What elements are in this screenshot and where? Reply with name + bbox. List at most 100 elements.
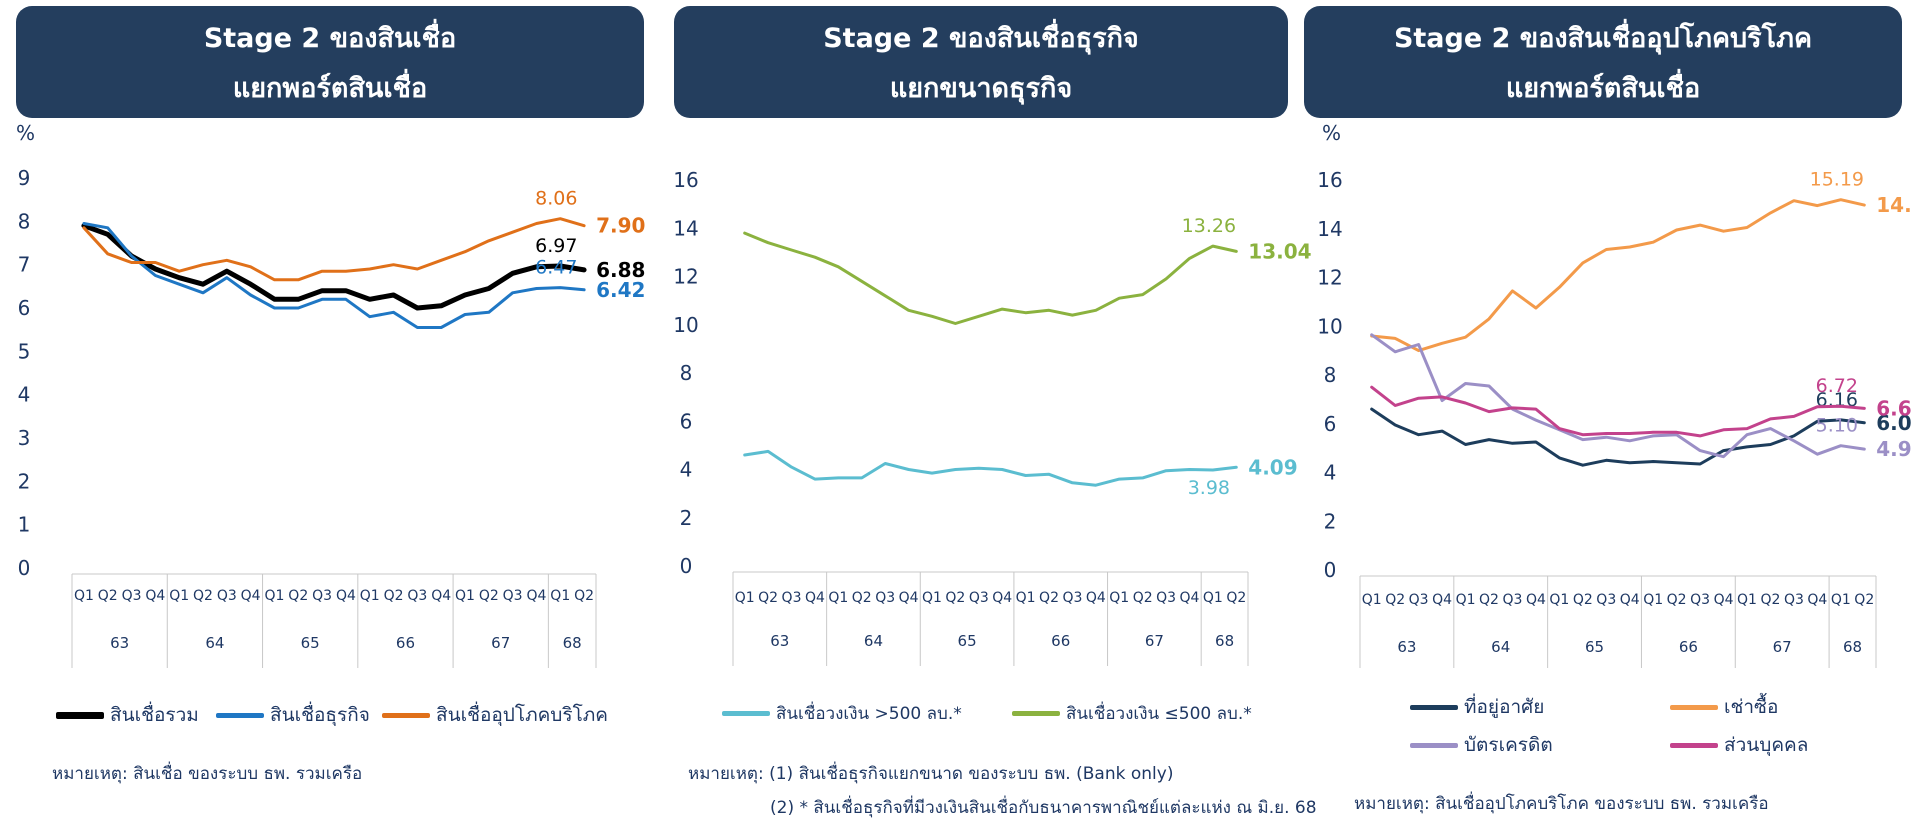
x-year-label: 66 xyxy=(396,634,415,652)
chart-legend: สินเชื่อรวม สินเชื่อธุรกิจ สินเชื่ออุปโภ… xyxy=(56,700,656,730)
x-quarter-label: Q2 xyxy=(1133,590,1153,606)
series-line xyxy=(81,223,587,311)
x-quarter-label: Q1 xyxy=(1109,590,1129,606)
chart-legend: สินเชื่อวงเงิน >500 ลบ.* สินเชื่อวงเงิน … xyxy=(720,700,1300,730)
panel-title: Stage 2 ของสินเชื่อ xyxy=(203,23,457,54)
x-quarter-label: Q4 xyxy=(241,588,261,604)
series-line xyxy=(82,222,586,329)
x-quarter-label: Q1 xyxy=(922,590,942,606)
legend-item: บัตรเครดิต xyxy=(1410,730,1553,760)
legend-swatch xyxy=(56,711,104,719)
x-quarter-label: Q4 xyxy=(899,590,919,606)
x-year-label: 67 xyxy=(1773,638,1792,656)
x-quarter-label: Q1 xyxy=(360,588,380,604)
y-axis-unit-label: % xyxy=(1322,121,1341,145)
x-quarter-label: Q1 xyxy=(1016,590,1036,606)
x-quarter-label: Q1 xyxy=(169,588,189,604)
x-quarter-label: Q3 xyxy=(1596,592,1616,608)
x-quarter-label: Q3 xyxy=(782,590,802,606)
x-year-label: 65 xyxy=(958,632,977,650)
legend-item: สินเชื่อวงเงิน ≤500 ลบ.* xyxy=(1012,700,1252,727)
data-label: 5.10 xyxy=(1816,415,1858,437)
panel-header: Stage 2 ของสินเชื่อ แยกพอร์ตสินเชื่อ xyxy=(16,6,644,118)
panel-subtitle: แยกพอร์ตสินเชื่อ xyxy=(1505,73,1701,104)
y-tick-label: 0 xyxy=(680,554,693,578)
x-year-label: 65 xyxy=(1585,638,1604,656)
x-quarter-label: Q4 xyxy=(526,588,546,604)
y-tick-label: 3 xyxy=(18,426,31,450)
x-quarter-label: Q1 xyxy=(74,588,94,604)
x-year-label: 68 xyxy=(1215,632,1234,650)
data-label: 6.97 xyxy=(535,235,577,257)
y-tick-label: 10 xyxy=(1317,314,1342,338)
x-quarter-label: Q1 xyxy=(264,588,284,604)
y-tick-label: 12 xyxy=(673,265,698,289)
y-tick-label: 8 xyxy=(1324,363,1337,387)
x-quarter-label: Q4 xyxy=(1807,592,1827,608)
legend-label: สินเชื่อวงเงิน ≤500 ลบ.* xyxy=(1066,704,1252,724)
x-quarter-label: Q3 xyxy=(1062,590,1082,606)
chart-legend: ที่อยู่อาศัย เช่าซื้อ บัตรเครดิต ส่วนบุค… xyxy=(1410,692,1890,762)
y-tick-label: 16 xyxy=(673,168,698,192)
x-quarter-label: Q1 xyxy=(455,588,475,604)
legend-swatch xyxy=(1670,704,1718,710)
legend-item: สินเชื่อวงเงิน >500 ลบ.* xyxy=(722,700,962,727)
y-tick-label: 12 xyxy=(1317,266,1342,290)
y-tick-label: 1 xyxy=(18,513,31,537)
x-quarter-label: Q2 xyxy=(193,588,213,604)
end-value-label: 6.63 xyxy=(1876,396,1912,420)
legend-label: ส่วนบุคคล xyxy=(1724,734,1809,756)
x-quarter-label: Q3 xyxy=(1784,592,1804,608)
x-quarter-label: Q1 xyxy=(1203,590,1223,606)
legend-label: เช่าซื้อ xyxy=(1724,696,1779,718)
end-value-label: 6.88 xyxy=(596,258,645,282)
panel-subtitle: แยกพอร์ตสินเชื่อ xyxy=(232,73,428,104)
panel-title: Stage 2 ของสินเชื่ออุปโภคบริโภค xyxy=(1393,23,1813,54)
y-tick-label: 8 xyxy=(680,361,693,385)
y-tick-label: 4 xyxy=(18,383,31,407)
data-label: 15.19 xyxy=(1810,169,1864,191)
x-quarter-label: Q4 xyxy=(431,588,451,604)
legend-swatch xyxy=(1410,704,1458,710)
x-year-label: 68 xyxy=(1843,638,1862,656)
y-tick-label: 4 xyxy=(680,458,693,482)
y-tick-label: 2 xyxy=(680,506,693,530)
y-tick-label: 6 xyxy=(18,296,31,320)
x-year-label: 63 xyxy=(1397,638,1416,656)
legend-swatch xyxy=(382,712,430,718)
series-line xyxy=(1370,385,1866,438)
footnote: (2) * สินเชื่อธุรกิจที่มีวงเงินสินเชื่อก… xyxy=(770,798,1317,818)
legend-label: บัตรเครดิต xyxy=(1464,734,1553,756)
x-year-label: 65 xyxy=(301,634,320,652)
x-quarter-label: Q2 xyxy=(1039,590,1059,606)
x-quarter-label: Q4 xyxy=(1180,590,1200,606)
y-tick-label: 7 xyxy=(18,253,31,277)
x-quarter-label: Q3 xyxy=(875,590,895,606)
legend-item: สินเชื่ออุปโภคบริโภค xyxy=(382,700,608,730)
x-year-label: 64 xyxy=(864,632,883,650)
x-quarter-label: Q4 xyxy=(336,588,356,604)
y-tick-label: 14 xyxy=(1317,217,1342,241)
legend-swatch xyxy=(1012,711,1060,716)
legend-swatch xyxy=(722,711,770,716)
x-quarter-label: Q2 xyxy=(1479,592,1499,608)
footnote: หมายเหตุ: สินเชื่อ ของระบบ ธพ. รวมเครือ xyxy=(52,764,363,784)
x-quarter-label: Q2 xyxy=(758,590,778,606)
x-year-label: 63 xyxy=(110,634,129,652)
x-quarter-label: Q3 xyxy=(217,588,237,604)
x-quarter-label: Q4 xyxy=(992,590,1012,606)
x-quarter-label: Q2 xyxy=(1760,592,1780,608)
legend-item: สินเชื่อธุรกิจ xyxy=(216,700,370,730)
legend-swatch xyxy=(1670,742,1718,748)
legend-item: สินเชื่อรวม xyxy=(56,700,199,730)
series-line xyxy=(1370,198,1866,353)
x-quarter-label: Q3 xyxy=(503,588,523,604)
legend-item: ที่อยู่อาศัย xyxy=(1410,692,1544,722)
x-quarter-label: Q4 xyxy=(145,588,165,604)
panel-subtitle: แยกขนาดธุรกิจ xyxy=(889,73,1073,104)
x-quarter-label: Q2 xyxy=(1854,592,1874,608)
x-quarter-label: Q1 xyxy=(1737,592,1757,608)
series-line xyxy=(82,217,586,282)
